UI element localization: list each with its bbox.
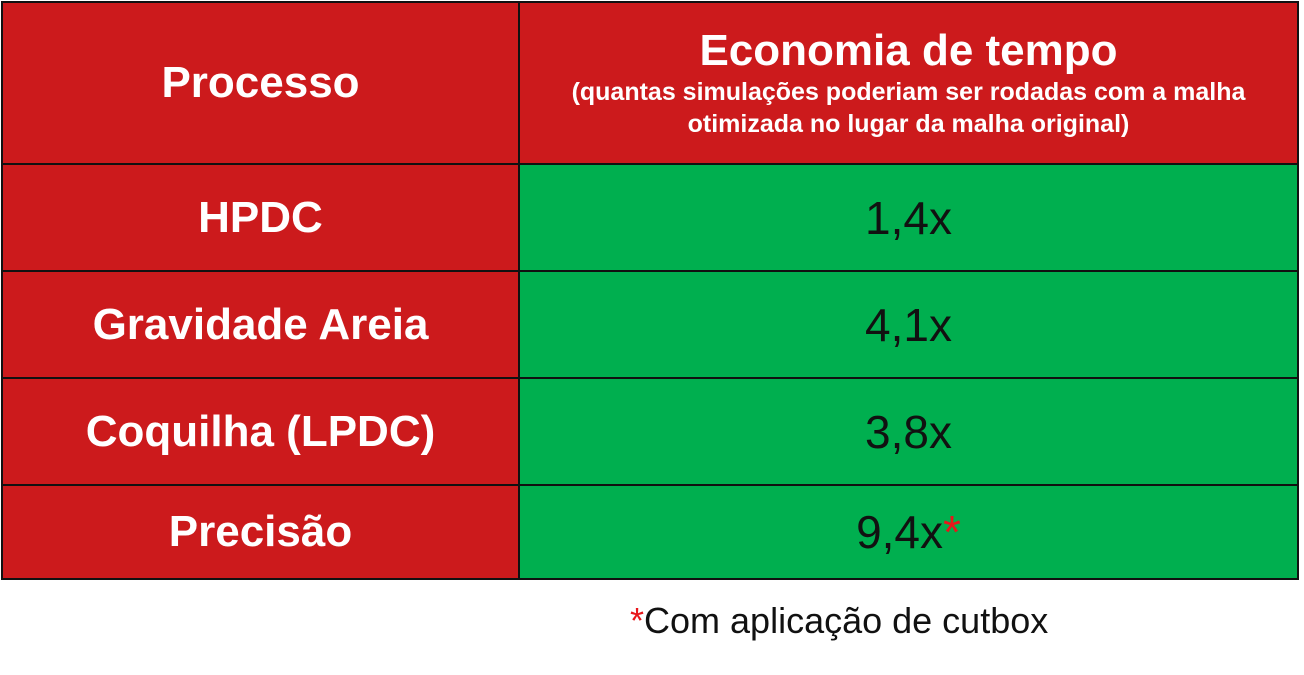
- footnote: *Com aplicação de cutbox: [630, 600, 1048, 642]
- value-mark: *: [943, 506, 961, 558]
- row-process-hpdc: HPDC: [3, 165, 518, 270]
- row-process-coquilha: Coquilha (LPDC): [3, 379, 518, 484]
- value-text: 1,4x: [865, 191, 952, 244]
- row-process-gravidade-areia: Gravidade Areia: [3, 272, 518, 377]
- footnote-mark: *: [630, 600, 645, 641]
- row-value-hpdc: 1,4x: [520, 165, 1297, 270]
- header-process: Processo: [3, 3, 518, 163]
- value-text: 9,4x: [856, 506, 944, 558]
- row-value-precisao: 9,4x *: [520, 486, 1297, 578]
- header-time-savings: Economia de tempo (quantas simulações po…: [520, 3, 1297, 163]
- value-text: 3,8x: [865, 405, 952, 458]
- time-savings-table: Processo Economia de tempo (quantas simu…: [1, 1, 1299, 580]
- value-text: 4,1x: [865, 298, 952, 351]
- row-value-coquilha: 3,8x: [520, 379, 1297, 484]
- footnote-text: Com aplicação de cutbox: [644, 600, 1049, 641]
- row-value-gravidade-areia: 4,1x: [520, 272, 1297, 377]
- row-process-precisao: Precisão: [3, 486, 518, 578]
- header-title: Economia de tempo: [699, 26, 1118, 75]
- header-subtitle: (quantas simulações poderiam ser rodadas…: [571, 78, 1246, 138]
